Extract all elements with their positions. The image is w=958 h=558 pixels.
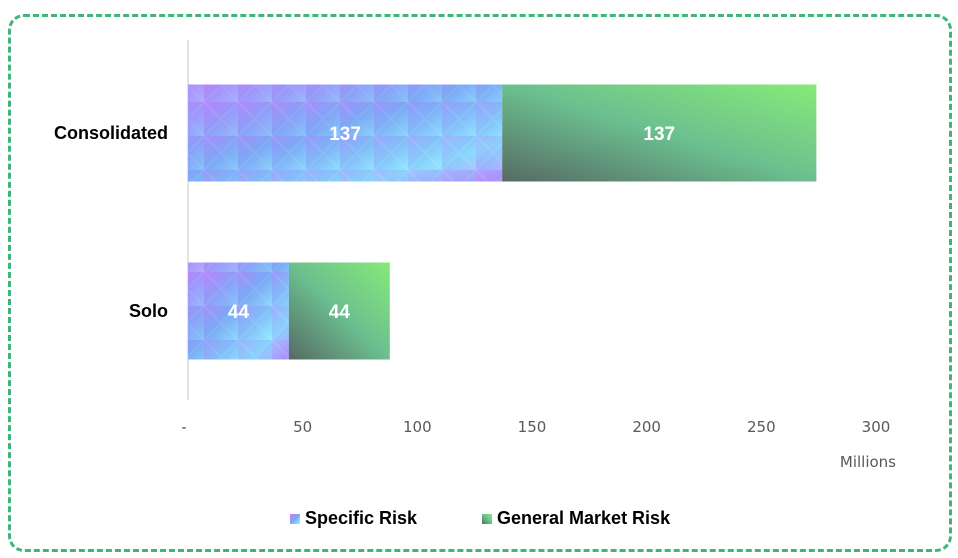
data-label-general-market-risk-consolidated: 137: [643, 124, 675, 145]
legend-label-specific-risk: Specific Risk: [305, 508, 418, 528]
legend-swatch-general-market-risk: [482, 514, 492, 524]
x-tick-label: 200: [632, 418, 661, 436]
bar-texture-solo: [188, 262, 289, 360]
category-label-solo: Solo: [129, 301, 168, 321]
legend-swatch-specific-risk: [290, 514, 300, 524]
x-tick-label: 50: [293, 418, 312, 436]
data-label-specific-risk-consolidated: 137: [329, 124, 361, 145]
x-tick-label: -: [181, 418, 186, 436]
data-label-specific-risk-solo: 44: [228, 302, 250, 323]
bar-general-market-risk-solo[interactable]: [288, 262, 390, 360]
x-tick-label: 150: [518, 418, 547, 436]
category-label-consolidated: Consolidated: [54, 123, 168, 143]
x-tick-label: 250: [747, 418, 776, 436]
x-tick-label: 300: [862, 418, 891, 436]
data-label-general-market-risk-solo: 44: [329, 302, 351, 323]
legend-label-general-market-risk: General Market Risk: [497, 508, 671, 528]
x-axis-unit-label: Millions: [840, 453, 896, 471]
bar-texture-consolidated: [188, 84, 503, 182]
x-tick-label: 100: [403, 418, 432, 436]
bar-general-market-risk-consolidated[interactable]: [502, 84, 817, 182]
